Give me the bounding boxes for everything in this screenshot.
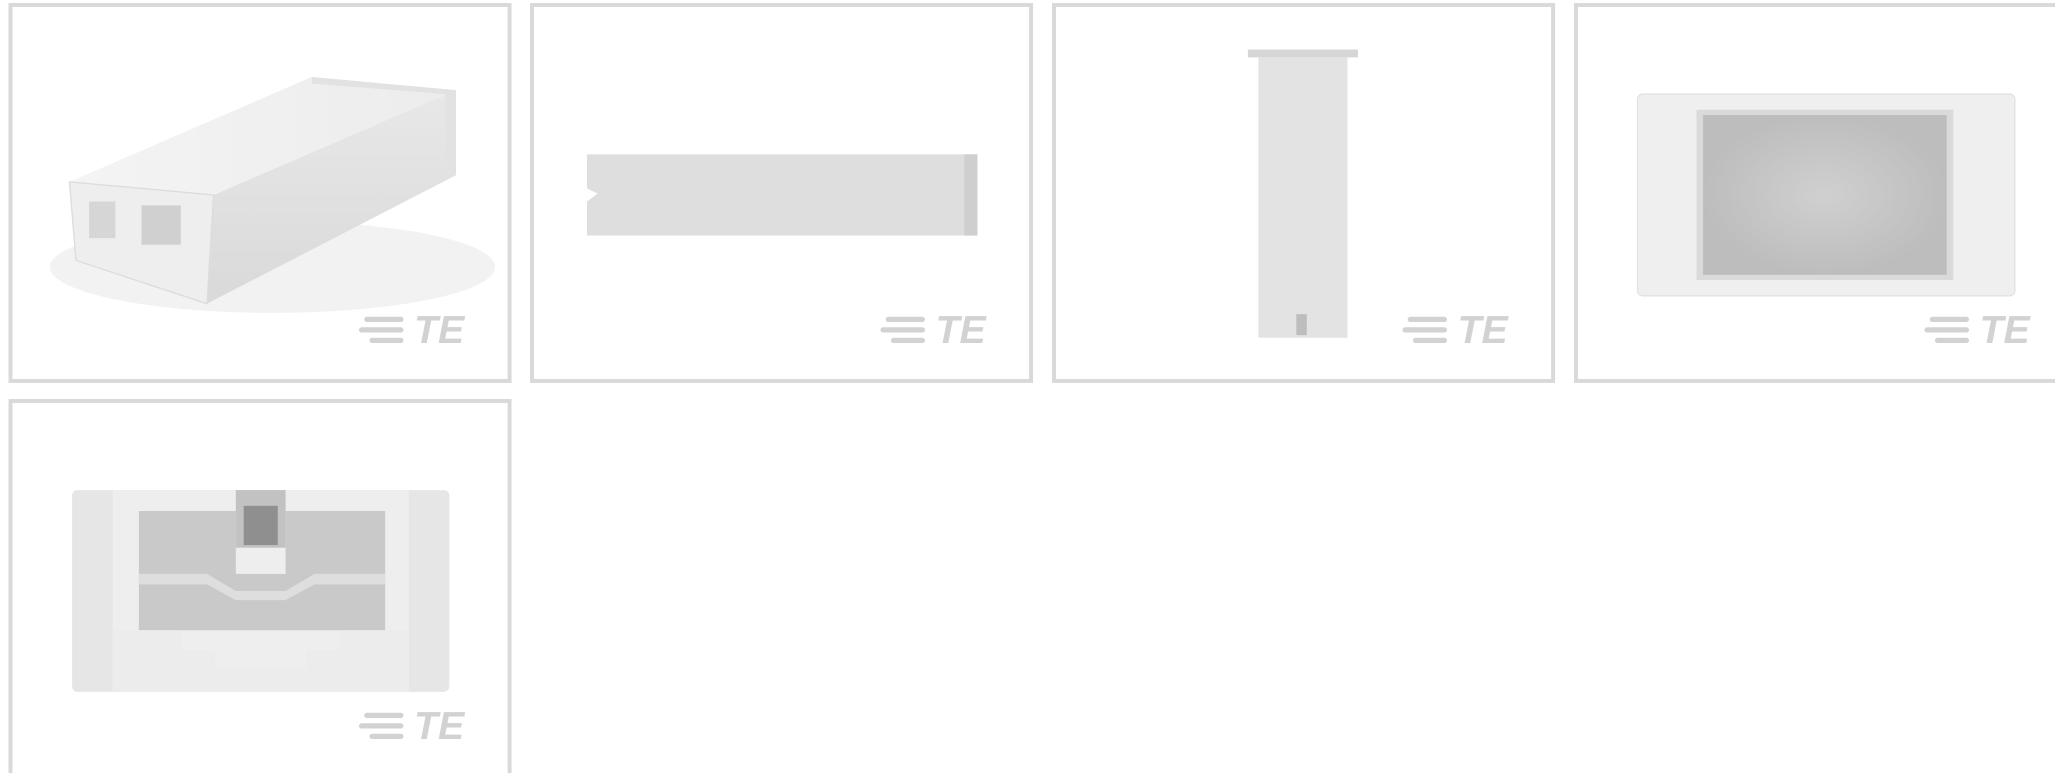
part-slot — [243, 505, 278, 546]
thumbnail-tile[interactable]: TE — [1574, 3, 2055, 383]
part-cavity — [1703, 115, 1947, 275]
brand-logo: TE — [414, 308, 466, 352]
part-cavity — [138, 511, 386, 631]
brand-logo: TE — [414, 704, 466, 748]
thumbnail-tile[interactable]: TE — [8, 399, 512, 773]
part-slot — [89, 201, 116, 239]
part-body — [587, 154, 978, 236]
thumbnail-tile[interactable]: TE — [8, 3, 512, 383]
thumbnail-tile[interactable]: TE — [1052, 3, 1556, 383]
part-ledge — [138, 573, 386, 601]
brand-logo: TE — [935, 308, 987, 352]
part-slot — [1296, 314, 1307, 336]
part-body — [1258, 57, 1348, 338]
part-step — [112, 630, 409, 692]
thumbnail-tile[interactable]: TE — [530, 3, 1034, 383]
brand-logo: TE — [1979, 308, 2031, 352]
part-slot — [141, 205, 181, 245]
part-flange — [964, 154, 978, 236]
brand-logo: TE — [1457, 308, 1509, 352]
part-top — [69, 77, 456, 195]
part-side — [206, 90, 456, 304]
part-notch — [587, 188, 598, 202]
part-flange — [1247, 49, 1358, 58]
